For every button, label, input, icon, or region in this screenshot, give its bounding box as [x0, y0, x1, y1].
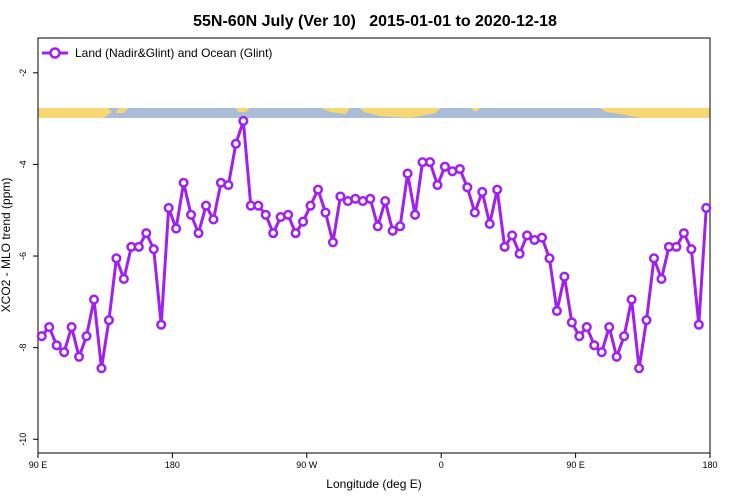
point [118, 273, 129, 284]
point [36, 331, 47, 342]
point [141, 228, 152, 239]
point [462, 182, 473, 193]
point [223, 179, 234, 191]
point [410, 209, 421, 220]
point [290, 228, 301, 239]
point [148, 244, 159, 255]
legend-marker [49, 47, 61, 59]
point [305, 200, 316, 211]
point [589, 340, 600, 351]
point [44, 321, 55, 333]
x-tick-label: 90 E [29, 460, 48, 470]
point [701, 202, 712, 213]
point [74, 351, 85, 362]
y-tick-label: -4 [18, 160, 28, 168]
x-tick-label: 0 [439, 460, 444, 470]
point [395, 221, 406, 232]
point [178, 177, 189, 188]
point [432, 179, 443, 191]
y-tick-label: -10 [18, 433, 28, 446]
point [678, 228, 689, 239]
x-axis-label: Longitude (deg E) [326, 477, 421, 491]
point [574, 331, 585, 342]
point [253, 200, 264, 211]
point [171, 223, 182, 234]
point [268, 228, 279, 239]
point [611, 351, 622, 362]
chart-title: 55N-60N July (Ver 10) 2015-01-01 to 2020… [193, 13, 557, 30]
point [581, 321, 592, 333]
point [365, 193, 376, 204]
point [320, 207, 331, 218]
point [133, 241, 144, 252]
point [648, 253, 660, 264]
point [283, 209, 294, 220]
point [327, 237, 338, 248]
point [536, 232, 548, 243]
point [656, 273, 667, 284]
point [260, 209, 271, 220]
point [507, 230, 518, 241]
point [634, 363, 645, 374]
point [686, 244, 697, 255]
point [103, 315, 114, 326]
point [671, 241, 682, 252]
point [641, 315, 652, 326]
point [372, 221, 383, 232]
point [51, 340, 62, 351]
point [626, 294, 637, 305]
point [551, 305, 562, 317]
point [492, 184, 503, 195]
point [544, 253, 555, 264]
legend: Land (Nadir&Glint) and Ocean (Glint) [42, 46, 272, 60]
map-strip [38, 108, 710, 118]
point [193, 228, 204, 239]
point [514, 248, 525, 259]
point [200, 200, 212, 211]
point [566, 317, 577, 328]
point [522, 230, 533, 241]
point [402, 168, 413, 179]
point [111, 253, 122, 264]
point [312, 184, 324, 195]
point [693, 319, 704, 330]
point [454, 163, 465, 175]
point [208, 214, 219, 225]
x-tick-label: 180 [702, 460, 717, 470]
point [81, 331, 92, 342]
point [88, 294, 100, 305]
y-tick-label: -6 [18, 252, 28, 260]
point [335, 191, 346, 202]
point [186, 209, 197, 220]
point [156, 319, 167, 330]
point [596, 347, 607, 358]
point [604, 321, 615, 333]
point [477, 186, 488, 197]
point [298, 216, 309, 227]
point [559, 271, 570, 282]
x-tick-label: 180 [165, 460, 180, 470]
point [469, 207, 480, 218]
x-tick-label: 90 E [566, 460, 585, 470]
point [238, 115, 249, 126]
y-axis-label: XCO2 - MLO trend (ppm) [0, 178, 13, 313]
y-tick-label: -8 [18, 344, 28, 352]
point [439, 161, 450, 172]
point [387, 225, 398, 236]
point [484, 218, 495, 230]
point [230, 138, 241, 149]
point [499, 241, 510, 252]
y-tick-label: -2 [18, 69, 28, 77]
plot-frame [37, 37, 711, 454]
point [66, 321, 77, 333]
point [59, 347, 70, 358]
point [96, 363, 107, 374]
point [163, 202, 174, 213]
legend-label: Land (Nadir&Glint) and Ocean (Glint) [75, 46, 272, 60]
x-tick-label: 90 W [296, 460, 318, 470]
point [619, 331, 630, 342]
point [424, 157, 436, 168]
point [380, 196, 391, 207]
